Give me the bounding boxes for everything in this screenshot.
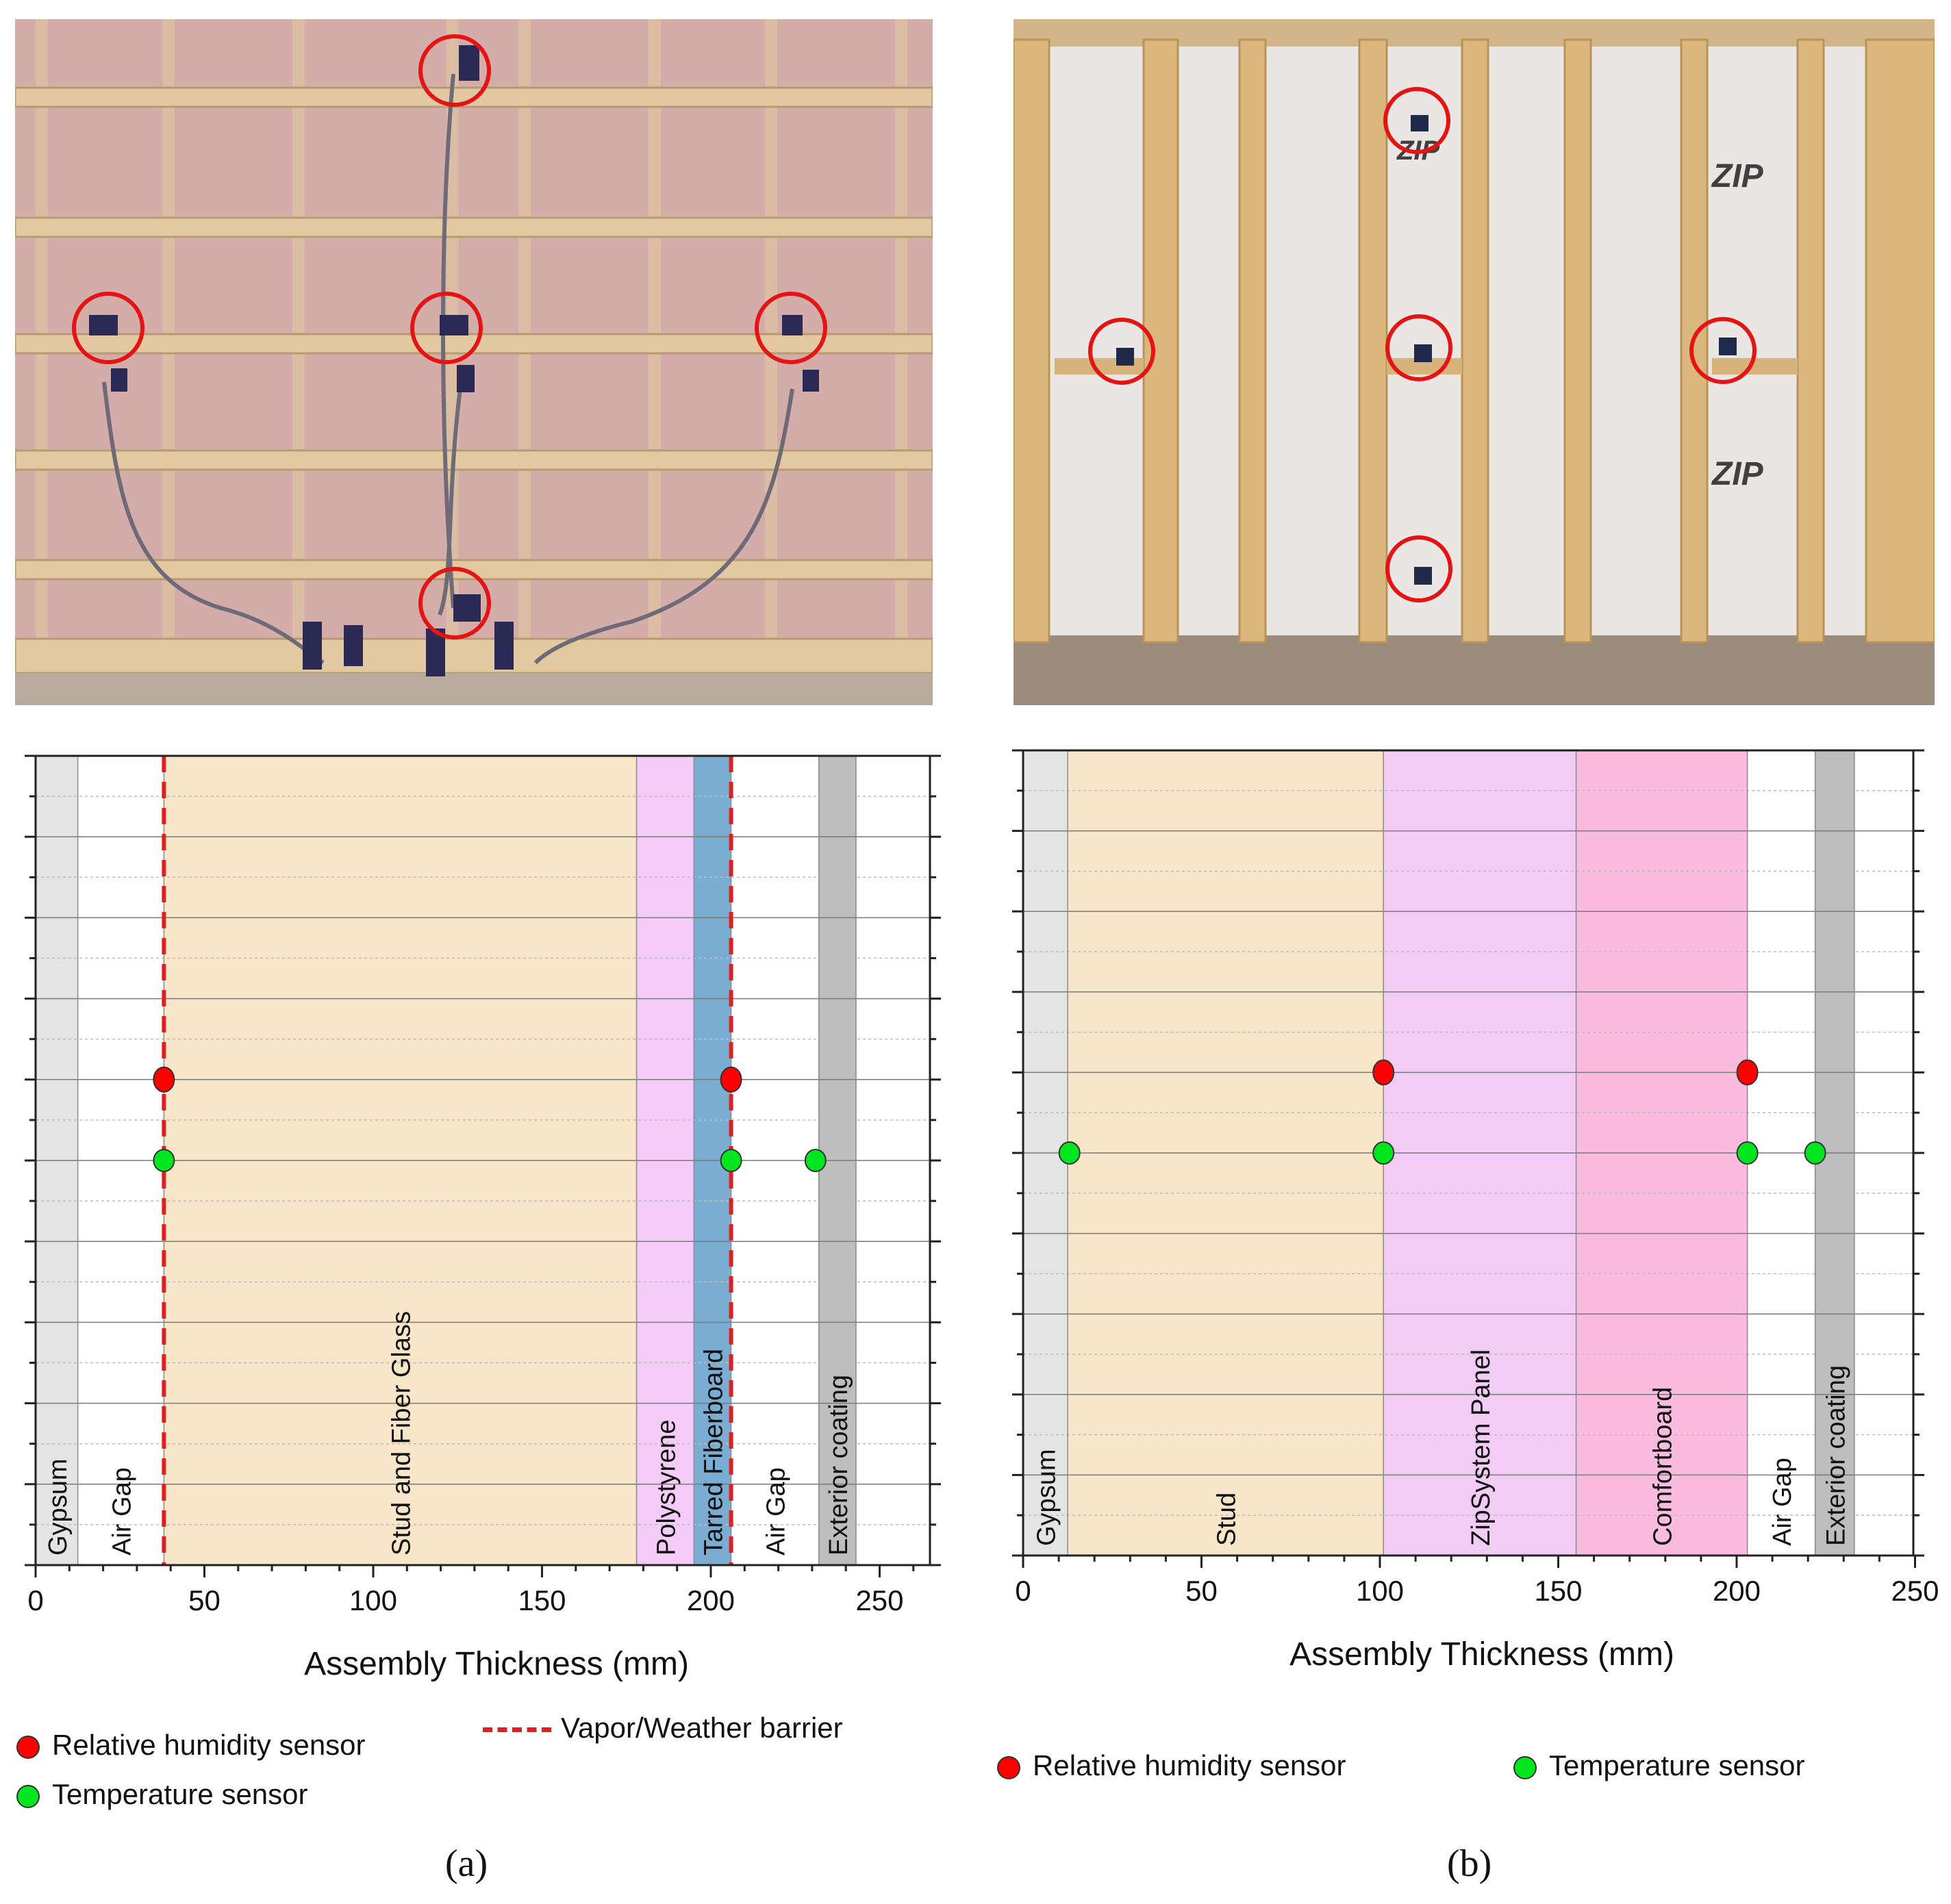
rh-sensor-point-0 [153,1066,175,1093]
x-tick-label-3: 150 [1534,1575,1582,1607]
temp-sensor-marker-icon [16,1784,40,1808]
x-tick-label-4: 200 [687,1584,735,1616]
legend-a-rh: Relative humidity sensor [16,1729,366,1762]
legend-a-temp-label: Temperature sensor [52,1778,308,1810]
legend-a-barrier-label: Vapor/Weather barrier [561,1712,843,1744]
layer-label-1: Air Gap [108,1467,136,1556]
layer-label-2: Stud and Fiber Glass [387,1311,416,1556]
rh-sensor-point-0 [1372,1059,1395,1086]
x-tick-label-5: 250 [1891,1575,1939,1607]
x-tick-label-2: 100 [349,1584,397,1616]
caption-b: (b) [1447,1842,1492,1885]
x-tick-label-1: 50 [1185,1575,1218,1607]
temp-sensor-point-0 [1058,1141,1081,1165]
layer-label-6: Exterior coating [825,1375,853,1556]
layer-label-3: Comfortboard [1649,1387,1678,1546]
temp-sensor-point-1 [720,1149,742,1172]
temp-sensor-point-2 [1736,1141,1759,1165]
x-tick-label-0: 0 [1015,1575,1031,1607]
temp-sensor-point-1 [1372,1141,1395,1165]
legend-a-temp: Temperature sensor [16,1778,308,1811]
caption-a: (a) [445,1842,488,1885]
temp-sensor-marker-icon [1513,1755,1537,1779]
legend-b-rh: Relative humidity sensor [997,1749,1346,1782]
x-tick-label-2: 100 [1356,1575,1404,1607]
rh-sensor-point-1 [1736,1059,1759,1086]
layer-label-5: Air Gap [762,1467,791,1556]
legend-a-rh-label: Relative humidity sensor [52,1729,366,1761]
photo-wall-a-image [15,19,933,705]
x-axis-label: Assembly Thickness (mm) [1289,1636,1674,1673]
temp-sensor-point-2 [804,1149,827,1172]
x-tick-label-3: 150 [518,1584,566,1616]
temp-sensor-point-0 [153,1149,175,1172]
svg-text:ZIP: ZIP [1711,456,1764,492]
layer-label-1: Stud [1213,1493,1242,1546]
x-tick-label-0: 0 [27,1584,43,1616]
rh-sensor-marker-icon [997,1755,1020,1779]
legend-b-rh-label: Relative humidity sensor [1033,1749,1346,1781]
layer-label-0: Gypsum [1033,1449,1061,1546]
x-tick-label-5: 250 [855,1584,903,1616]
temp-sensor-point-3 [1804,1141,1826,1165]
barrier-dash-icon [483,1727,551,1733]
photo-wall-b: ZIP ZIP ZIP [1014,19,1935,705]
layer-label-2: ZipSystem Panel [1467,1349,1496,1546]
chart-b: Gypsum Stud ZipSystem Panel Comfortboard Air… [1012,749,1939,1673]
chart-a: Gypsum Air Gap Stud and Fiber Glass Polysty… [25,754,941,1682]
svg-text:ZIP: ZIP [1711,158,1764,194]
layer-label-4: Air Gap [1768,1458,1797,1546]
x-axis-label: Assembly Thickness (mm) [304,1646,689,1682]
rh-sensor-marker-icon [16,1735,40,1759]
layer-label-4: Tarred Fiberboard [699,1349,728,1556]
layer-label-5: Exterior coating [1822,1365,1850,1546]
x-tick-label-1: 50 [188,1584,221,1616]
x-tick-label-4: 200 [1713,1575,1761,1607]
legend-b-temp-label: Temperature sensor [1549,1749,1805,1781]
photo-wall-b-image: ZIP ZIP ZIP [1014,19,1935,705]
legend-b-temp: Temperature sensor [1513,1749,1805,1782]
layer-label-0: Gypsum [44,1459,73,1556]
legend-a-barrier: Vapor/Weather barrier [483,1712,843,1744]
photo-wall-a [15,19,933,705]
layer-label-3: Polystyrene [652,1419,681,1556]
rh-sensor-point-1 [720,1066,742,1093]
